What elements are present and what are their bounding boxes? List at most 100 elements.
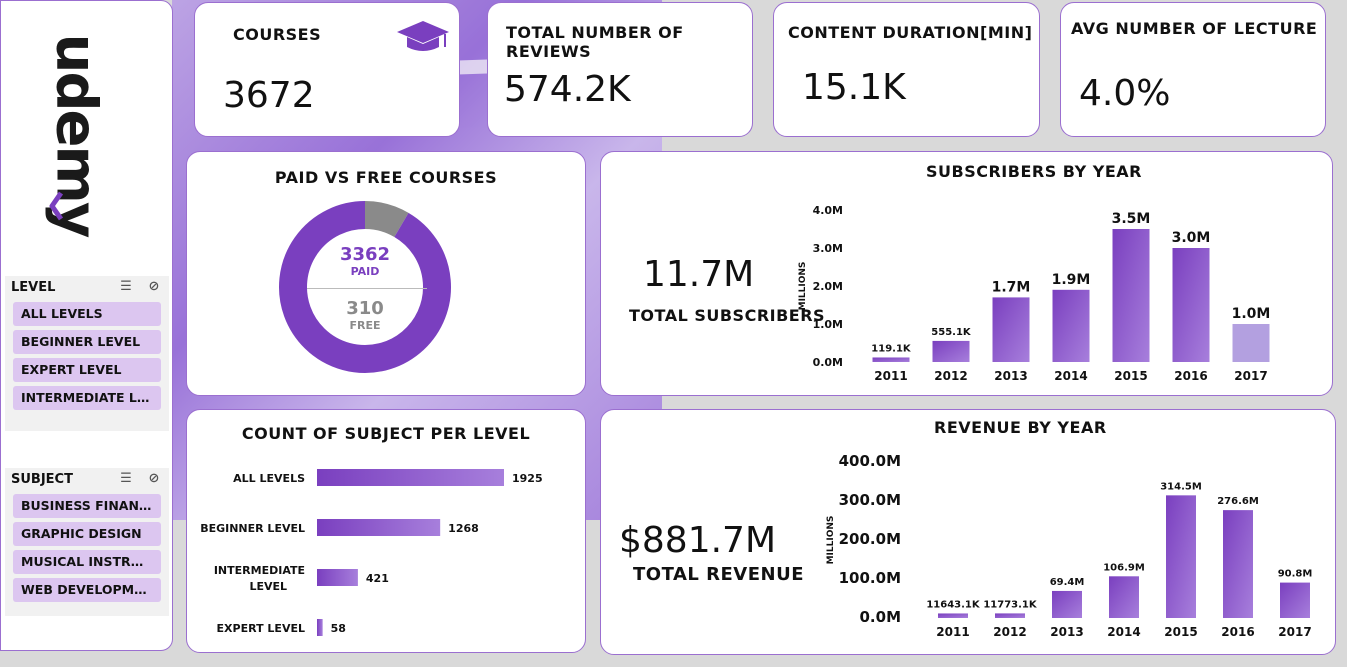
category-label: LEVEL: [249, 580, 287, 593]
data-label: 3.5M: [1112, 211, 1151, 227]
y-tick-label: 1.0M: [813, 318, 843, 331]
data-label: 90.8M: [1278, 569, 1313, 580]
subject-item[interactable]: BUSINESS FINANCE: [13, 494, 161, 518]
donut-divider: [307, 288, 427, 289]
category-label: ALL LEVELS: [233, 472, 305, 485]
x-tick-label: 2013: [1050, 625, 1083, 639]
level-slicer-label: LEVEL: [11, 279, 56, 295]
data-label: 421: [366, 572, 389, 585]
clear-filter-icon[interactable]: ⊘: [148, 279, 160, 294]
donut-slice-free: [364, 201, 409, 238]
data-label: 314.5M: [1160, 481, 1202, 492]
bar-2015: [1166, 495, 1196, 618]
data-label: 3.0M: [1172, 230, 1211, 246]
bar-2012: [932, 340, 970, 362]
y-tick-label: 0.0M: [860, 608, 902, 626]
bar-2014: [1109, 576, 1139, 618]
subject-slicer: SUBJECT ☰ ⊘ BUSINESS FINANCE GRAPHIC DES…: [5, 468, 169, 616]
donut-chart: [279, 201, 451, 373]
revenue-bar-chart: 0.0M 100.0M 200.0M 300.0M 400.0M MILLIONS 1164…: [826, 452, 1313, 639]
data-label: 69.4M: [1050, 577, 1085, 588]
bar-2016: [1223, 510, 1253, 618]
udemy-logo: udemy: [31, 25, 121, 237]
subscribers-card: 11.7M TOTAL SUBSCRIBERS SUBSCRIBERS BY Y…: [600, 151, 1333, 396]
y-axis-label: MILLIONS: [798, 262, 808, 311]
revenue-card: $881.7M TOTAL REVENUE REVENUE BY YEAR 0.…: [600, 409, 1336, 655]
reviews-label: TOTAL NUMBER OF REVIEWS: [506, 23, 684, 61]
y-tick-label: 100.0M: [839, 569, 901, 587]
level-item[interactable]: BEGINNER LEVEL: [13, 330, 161, 354]
x-tick-label: 2011: [874, 369, 907, 383]
data-label: 11643.1K: [926, 599, 981, 610]
reviews-value: 574.2K: [504, 69, 631, 110]
x-tick-label: 2016: [1221, 625, 1254, 639]
duration-value: 15.1K: [802, 67, 906, 108]
y-tick-label: 2.0M: [813, 280, 843, 293]
subscribers-chart-title: SUBSCRIBERS BY YEAR: [926, 162, 1142, 181]
bar-2017: [1280, 582, 1310, 618]
data-label: 276.6M: [1217, 496, 1259, 507]
lecture-card: AVG NUMBER OF LECTURE 4.0%: [1060, 2, 1326, 137]
clear-filter-icon[interactable]: ⊘: [148, 471, 160, 486]
subject-level-card: COUNT OF SUBJECT PER LEVEL 1925 ALL LEVEL…: [186, 409, 586, 653]
y-tick-label: 300.0M: [839, 491, 901, 509]
courses-label: COURSES: [233, 25, 322, 44]
bar-2015: [1112, 229, 1150, 362]
y-tick-label: 200.0M: [839, 530, 901, 548]
data-label: 1.9M: [1052, 272, 1091, 288]
y-axis-label: MILLIONS: [826, 516, 836, 565]
x-tick-label: 2013: [994, 369, 1027, 383]
bar-intermediate-level: [317, 569, 358, 586]
data-label: 1.0M: [1232, 306, 1271, 322]
multi-select-icon[interactable]: ☰: [120, 471, 132, 486]
x-tick-label: 2016: [1174, 369, 1207, 383]
y-tick-label: 3.0M: [813, 242, 843, 255]
donut-slice-paid: [279, 201, 451, 373]
x-tick-label: 2011: [936, 625, 969, 639]
category-label: EXPERT LEVEL: [217, 622, 305, 635]
level-item[interactable]: EXPERT LEVEL: [13, 358, 161, 382]
data-label: 106.9M: [1103, 562, 1145, 573]
revenue-chart-title: REVENUE BY YEAR: [934, 418, 1107, 437]
level-slicer: LEVEL ☰ ⊘ ALL LEVELS BEGINNER LEVEL EXPE…: [5, 276, 169, 431]
bar-2011: [938, 613, 968, 618]
bar-2016: [1172, 248, 1210, 362]
subject-item[interactable]: GRAPHIC DESIGN: [13, 522, 161, 546]
courses-card: COURSES 3672: [194, 2, 460, 137]
data-label: 58: [331, 622, 346, 635]
free-count: 310: [346, 298, 384, 319]
bar-2012: [995, 613, 1025, 618]
lecture-value: 4.0%: [1079, 73, 1171, 114]
multi-select-icon[interactable]: ☰: [120, 279, 132, 294]
bar-expert-level: [317, 619, 323, 636]
y-tick-label: 400.0M: [839, 452, 901, 470]
subscribers-bar-chart: 0.0M 1.0M 2.0M 3.0M 4.0M MILLIONS 119.1K 2011 55…: [798, 204, 1271, 383]
x-tick-label: 2015: [1114, 369, 1147, 383]
free-label: FREE: [349, 319, 381, 332]
y-tick-label: 0.0M: [813, 356, 843, 369]
subject-item[interactable]: MUSICAL INSTRUME...: [13, 550, 161, 574]
paid-label: PAID: [350, 265, 380, 278]
graduation-cap-icon: [397, 21, 449, 51]
logo-chevron-icon: [49, 191, 63, 221]
x-tick-label: 2015: [1164, 625, 1197, 639]
subject-level-bar-chart: 1925 ALL LEVELS 1268 BEGINNER LEVEL 421 INTER…: [200, 469, 543, 636]
x-tick-label: 2014: [1107, 625, 1140, 639]
category-label: INTERMEDIATE: [214, 564, 305, 577]
courses-value: 3672: [223, 75, 315, 116]
bar-2013: [992, 297, 1030, 362]
subject-level-title: COUNT OF SUBJECT PER LEVEL: [241, 424, 531, 443]
subject-slicer-label: SUBJECT: [11, 471, 73, 487]
level-item[interactable]: ALL LEVELS: [13, 302, 161, 326]
data-label: 555.1K: [931, 327, 972, 338]
duration-card: CONTENT DURATION[MIN] 15.1K: [773, 2, 1040, 137]
lecture-label: AVG NUMBER OF LECTURE: [1071, 19, 1318, 38]
bar-2013: [1052, 590, 1082, 618]
x-tick-label: 2017: [1234, 369, 1267, 383]
x-tick-label: 2014: [1054, 369, 1087, 383]
bar-all-levels: [317, 469, 504, 486]
total-subscribers-value: 11.7M: [643, 254, 755, 295]
level-item[interactable]: INTERMEDIATE LEVEL: [13, 386, 161, 410]
y-tick-label: 4.0M: [813, 204, 843, 217]
subject-item[interactable]: WEB DEVELOPMENT: [13, 578, 161, 602]
